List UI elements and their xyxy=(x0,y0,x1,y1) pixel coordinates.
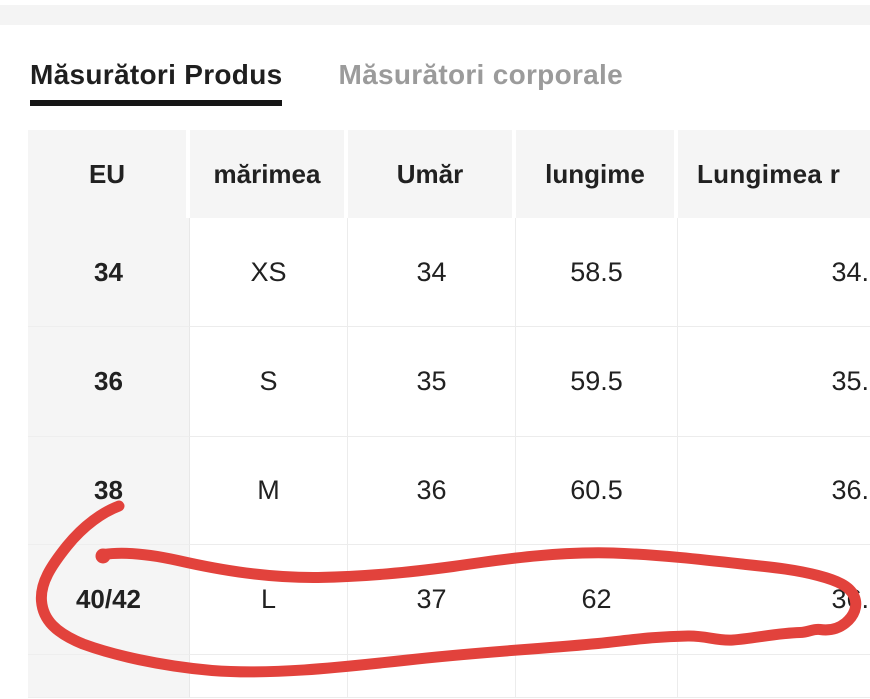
table-row-34: 34 XS 34 58.5 34. xyxy=(28,218,870,327)
size-chart-table: EU mărimea Umăr lungime Lungimea r 34 XS… xyxy=(28,130,870,698)
table-row-partial xyxy=(28,655,870,698)
header-cell-shoulder: Umăr xyxy=(348,130,516,218)
header-cell-length: lungime xyxy=(516,130,678,218)
cell-size: M xyxy=(190,437,348,545)
size-chart-tabs: Măsurători Produs Măsurători corporale xyxy=(30,58,623,106)
cell-length: 62 xyxy=(516,545,678,655)
cell-sleeve: 36. xyxy=(678,545,870,655)
cell-length xyxy=(516,655,678,698)
header-cell-sleeve-length: Lungimea r xyxy=(678,130,870,218)
top-divider-strip xyxy=(0,5,870,25)
cell-sleeve: 36. xyxy=(678,437,870,545)
cell-length: 58.5 xyxy=(516,218,678,327)
tab-product-measurements[interactable]: Măsurători Produs xyxy=(30,58,283,106)
cell-eu xyxy=(28,655,190,698)
cell-length: 60.5 xyxy=(516,437,678,545)
cell-shoulder: 34 xyxy=(348,218,516,327)
tab-body-measurements[interactable]: Măsurători corporale xyxy=(338,59,624,90)
cell-size: XS xyxy=(190,218,348,327)
cell-length: 59.5 xyxy=(516,327,678,437)
cell-eu: 38 xyxy=(28,437,190,545)
header-cell-eu: EU xyxy=(28,130,190,218)
cell-shoulder: 36 xyxy=(348,437,516,545)
table-header-row: EU mărimea Umăr lungime Lungimea r xyxy=(28,130,870,218)
header-cell-size: mărimea xyxy=(190,130,348,218)
cell-sleeve xyxy=(678,655,870,698)
cell-shoulder: 35 xyxy=(348,327,516,437)
cell-sleeve: 35. xyxy=(678,327,870,437)
cell-eu: 40/42 xyxy=(28,545,190,655)
cell-shoulder: 37 xyxy=(348,545,516,655)
table-row-36: 36 S 35 59.5 35. xyxy=(28,327,870,437)
cell-size: S xyxy=(190,327,348,437)
table-row-40-42: 40/42 L 37 62 36. xyxy=(28,545,870,655)
cell-size xyxy=(190,655,348,698)
cell-size: L xyxy=(190,545,348,655)
cell-sleeve: 34. xyxy=(678,218,870,327)
cell-shoulder xyxy=(348,655,516,698)
cell-eu: 36 xyxy=(28,327,190,437)
table-row-38: 38 M 36 60.5 36. xyxy=(28,437,870,545)
cell-eu: 34 xyxy=(28,218,190,327)
